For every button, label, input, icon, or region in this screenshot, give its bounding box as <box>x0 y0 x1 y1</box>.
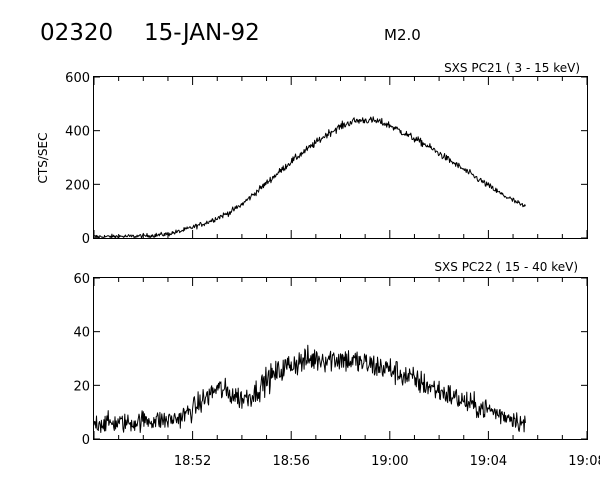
y-tick-label: 60 <box>73 272 90 287</box>
panel-pc21: SXS PC21 ( 3 - 15 keV) CTS/SEC 0 200 400 60… <box>36 61 588 247</box>
panel-pc21-series <box>93 116 526 239</box>
y-tick-label: 40 <box>73 326 90 341</box>
y-tick-label: 600 <box>65 71 90 86</box>
x-tick-label: 19:04 <box>470 454 507 469</box>
x-tick-label: 18:56 <box>272 454 309 469</box>
x-tick-label: 18:52 <box>174 454 211 469</box>
x-tick-label: 19:08 <box>568 454 600 469</box>
panel-pc22-frame <box>93 277 588 440</box>
panel-pc22: SXS PC22 ( 15 - 40 keV) 0 20 40 60 18:52 18:5… <box>73 260 600 469</box>
y-tick-label: 0 <box>82 232 90 247</box>
panel-pc22-series <box>93 344 526 433</box>
event-date: 15-JAN-92 <box>144 20 260 46</box>
y-tick-label: 400 <box>65 125 90 140</box>
panel-pc21-ylabel: CTS/SEC <box>36 133 50 184</box>
series-line-pc22 <box>93 344 526 433</box>
y-tick-label: 0 <box>82 433 90 448</box>
panel-pc22-title: SXS PC22 ( 15 - 40 keV) <box>434 260 578 274</box>
flare-class: M2.0 <box>384 26 421 44</box>
y-tick-label: 20 <box>73 379 90 394</box>
panel-pc21-ticks: 0 200 400 600 <box>65 71 588 247</box>
x-tick-label: 19:00 <box>371 454 408 469</box>
panel-pc22-ticks: 0 20 40 60 18:52 18:56 19:00 19:04 19:08 <box>73 272 600 469</box>
y-tick-label: 200 <box>65 178 90 193</box>
panel-pc21-title: SXS PC21 ( 3 - 15 keV) <box>444 61 580 75</box>
series-line-pc21 <box>93 116 526 239</box>
panel-pc21-frame <box>93 76 588 239</box>
event-id: 02320 <box>40 20 113 46</box>
